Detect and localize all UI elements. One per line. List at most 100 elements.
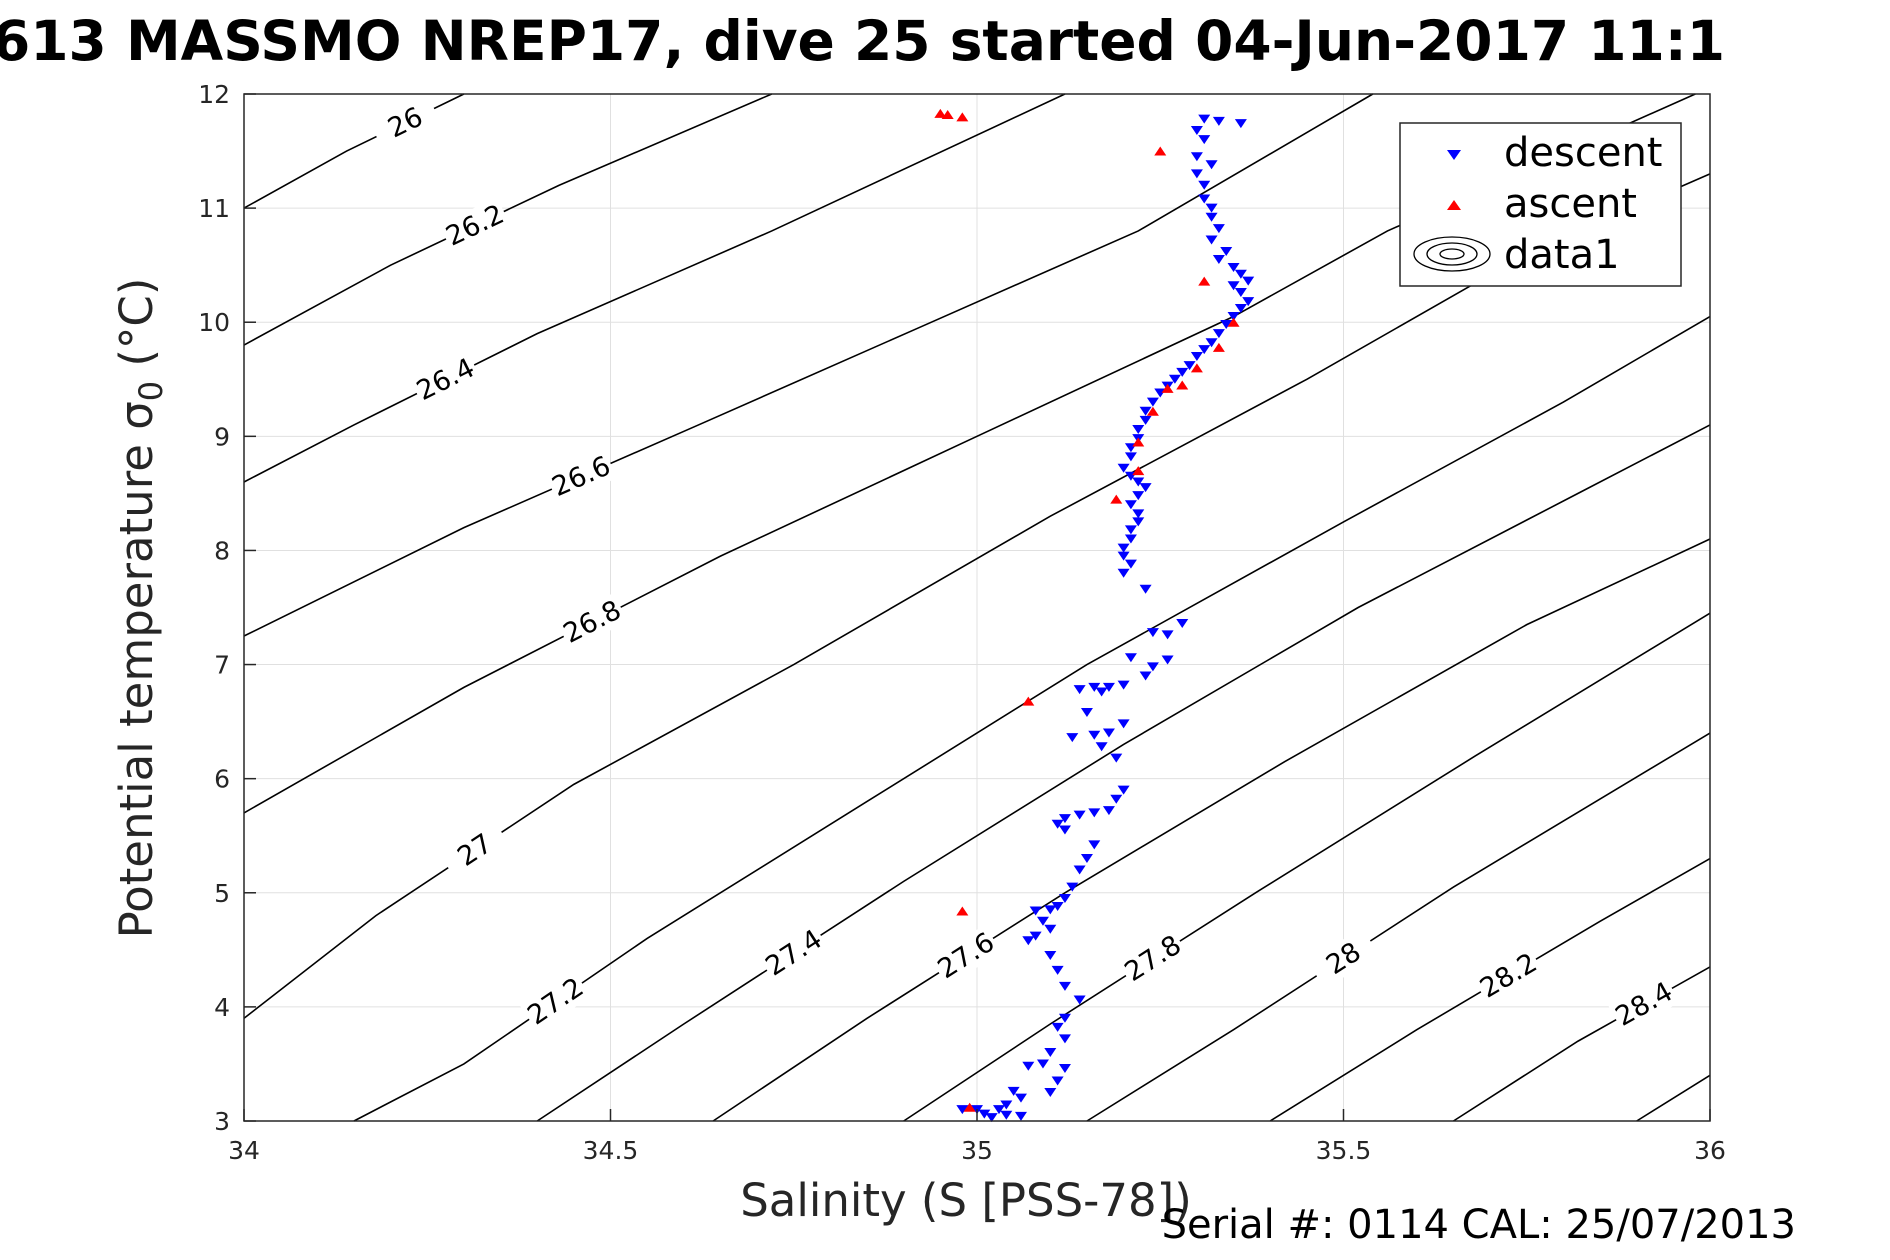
isopycnal-line: [712, 538, 1711, 1122]
descent-point: [1227, 281, 1240, 291]
descent-point: [1014, 1093, 1027, 1103]
descent-point: [1234, 119, 1247, 129]
isopycnal-label-bg: [439, 818, 511, 882]
descent-point: [1139, 584, 1152, 594]
descent-point: [1058, 893, 1071, 903]
descent-point: [1073, 865, 1086, 875]
descent-point: [1117, 680, 1130, 690]
descent-point: [1073, 810, 1086, 820]
descent-series: [956, 114, 1255, 1123]
descent-point: [1080, 707, 1093, 717]
ascent-point: [1132, 466, 1145, 476]
descent-point: [1234, 269, 1247, 279]
ascent-series: [934, 108, 1240, 1112]
ascent-point: [1110, 494, 1123, 504]
descent-point: [1212, 254, 1225, 264]
isopycnal-label-bg: [930, 924, 1002, 987]
descent-point: [1234, 304, 1247, 314]
descent-point: [1205, 160, 1218, 170]
isopycnal-label-bg: [1307, 927, 1380, 990]
legend-descent-marker: [1447, 150, 1461, 160]
serial-calibration-footer: Serial #: 0114 CAL: 25/07/2013: [1162, 1202, 1796, 1248]
descent-point: [1124, 525, 1137, 535]
descent-point: [1161, 655, 1174, 665]
legend-ascent-label: ascent: [1504, 181, 1637, 227]
descent-point: [1161, 630, 1174, 640]
ascent-point: [1190, 363, 1203, 373]
descent-point: [1227, 262, 1240, 272]
descent-point: [1212, 116, 1225, 126]
descent-point: [1066, 733, 1079, 743]
x-tick-label: 36: [1694, 1136, 1726, 1165]
descent-point: [1124, 452, 1137, 462]
isopycnal-label-bg: [409, 350, 482, 408]
isopycnal-line: [903, 612, 1711, 1122]
descent-point: [992, 1105, 1005, 1115]
y-tick-label: 8: [214, 536, 230, 565]
descent-point: [1058, 814, 1071, 824]
descent-point: [1139, 483, 1152, 493]
descent-point: [978, 1109, 991, 1119]
descent-point: [1022, 1061, 1035, 1071]
descent-point: [1110, 794, 1123, 804]
descent-point: [1088, 808, 1101, 818]
legend: descent ascent data1: [1399, 122, 1682, 287]
descent-point: [1066, 882, 1079, 892]
y-axis-ticks: 3 4 5 6 7 8 9 10 11 12: [198, 80, 256, 1136]
ascent-point: [1227, 317, 1240, 327]
y-tick-label: 11: [198, 194, 230, 223]
descent-point: [1146, 628, 1159, 638]
descent-point: [1190, 169, 1203, 179]
descent-point: [1051, 819, 1064, 829]
descent-point: [1190, 126, 1203, 136]
descent-point: [1000, 1100, 1013, 1110]
descent-point: [1080, 854, 1093, 864]
isopycnal-line: [243, 93, 1066, 483]
y-tick-label: 9: [214, 422, 230, 451]
descent-point: [1132, 509, 1145, 519]
descent-point: [1044, 924, 1057, 934]
descent-point: [1183, 361, 1196, 371]
descent-point: [1044, 951, 1057, 961]
descent-point: [1058, 825, 1071, 835]
descent-point: [1198, 180, 1211, 190]
descent-point: [1022, 936, 1035, 946]
ascent-point: [1154, 146, 1167, 156]
legend-contour-icon: [1413, 236, 1491, 272]
descent-point: [1205, 338, 1218, 348]
isopycnal-line: [243, 93, 1374, 637]
isopycnal-label-bg: [1608, 974, 1680, 1034]
descent-point: [1198, 135, 1211, 145]
x-tick-label: 34: [228, 1136, 260, 1165]
y-axis-label-unit: (°C): [110, 278, 163, 381]
descent-point: [1014, 1111, 1027, 1121]
descent-point: [1117, 719, 1130, 729]
ascent-point: [1132, 437, 1145, 447]
descent-point: [1095, 742, 1108, 752]
descent-point: [1044, 1087, 1057, 1097]
y-tick-label: 6: [214, 765, 230, 794]
isopycnal-line: [353, 315, 1711, 1122]
isopycnal-label-bg: [520, 969, 591, 1033]
isopycnal-label-bg: [1472, 945, 1545, 1006]
descent-point: [1044, 905, 1057, 915]
descent-point: [1132, 491, 1145, 501]
density-contours: [243, 93, 1711, 1122]
descent-point: [1124, 653, 1137, 663]
descent-point: [1190, 351, 1203, 361]
ascent-point: [1212, 342, 1225, 352]
descent-point: [1132, 424, 1145, 434]
descent-point: [1190, 152, 1203, 162]
descent-point: [1058, 1013, 1071, 1023]
descent-point: [1205, 235, 1218, 245]
x-tick-label: 35.5: [1316, 1136, 1372, 1165]
descent-point: [956, 1105, 969, 1115]
legend-ascent-marker: [1447, 200, 1461, 210]
descent-point: [1102, 806, 1115, 816]
descent-point: [1095, 687, 1108, 697]
descent-point: [1198, 114, 1211, 124]
descent-point: [1220, 320, 1233, 330]
descent-point: [1124, 559, 1137, 569]
descent-point: [1146, 662, 1159, 672]
